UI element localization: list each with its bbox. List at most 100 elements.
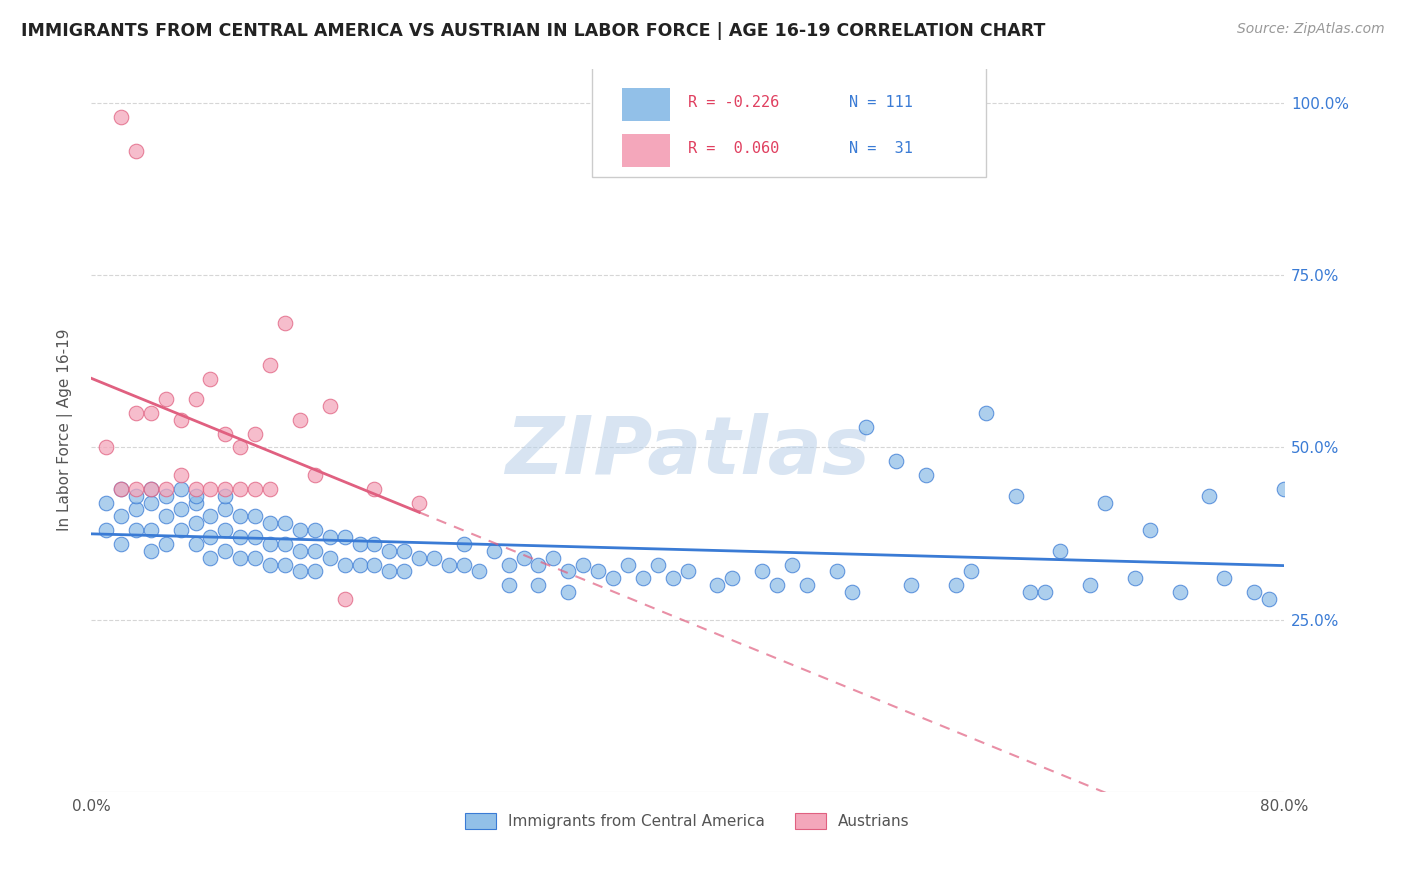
Point [572, 558, 595, 572]
Point [557, 565, 579, 579]
Point [288, 565, 311, 579]
Point [170, 468, 193, 483]
Point [1139, 523, 1161, 537]
Point [184, 495, 207, 509]
Point [527, 558, 550, 572]
Point [453, 537, 475, 551]
Point [184, 489, 207, 503]
Point [1094, 495, 1116, 509]
Text: R =  0.060: R = 0.060 [688, 141, 779, 156]
Text: Source: ZipAtlas.com: Source: ZipAtlas.com [1237, 22, 1385, 37]
Point [1168, 585, 1191, 599]
Point [423, 550, 446, 565]
Point [155, 489, 177, 503]
Point [304, 468, 326, 483]
Text: N = 111: N = 111 [849, 95, 912, 111]
Point [94, 495, 117, 509]
Point [274, 537, 297, 551]
Point [288, 413, 311, 427]
Point [437, 558, 460, 572]
Point [125, 145, 148, 159]
Legend: Immigrants from Central America, Austrians: Immigrants from Central America, Austria… [460, 806, 915, 835]
Point [363, 537, 385, 551]
Point [974, 406, 997, 420]
Point [245, 530, 267, 544]
Point [200, 550, 222, 565]
Point [125, 482, 148, 496]
Point [408, 550, 430, 565]
Point [214, 523, 236, 537]
Point [170, 502, 193, 516]
Point [155, 392, 177, 407]
Point [1033, 585, 1056, 599]
Point [229, 482, 252, 496]
Point [214, 544, 236, 558]
Point [110, 110, 132, 124]
Point [751, 565, 773, 579]
Point [139, 544, 162, 558]
Point [214, 482, 236, 496]
Point [229, 509, 252, 524]
Point [617, 558, 640, 572]
Point [319, 550, 342, 565]
Point [110, 482, 132, 496]
Point [586, 565, 609, 579]
Point [1258, 592, 1281, 607]
Point [125, 523, 148, 537]
Point [468, 565, 491, 579]
Point [319, 530, 342, 544]
Point [482, 544, 505, 558]
Point [110, 537, 132, 551]
Point [333, 530, 356, 544]
Point [200, 509, 222, 524]
Point [139, 495, 162, 509]
Point [125, 406, 148, 420]
Point [214, 426, 236, 441]
Point [259, 482, 281, 496]
Point [721, 571, 744, 585]
Point [1123, 571, 1146, 585]
Point [349, 558, 371, 572]
Point [394, 565, 416, 579]
Point [498, 578, 520, 592]
Point [200, 482, 222, 496]
Point [259, 537, 281, 551]
Point [245, 550, 267, 565]
Point [333, 592, 356, 607]
Point [139, 523, 162, 537]
Point [139, 406, 162, 420]
Point [304, 544, 326, 558]
Point [363, 482, 385, 496]
Point [139, 482, 162, 496]
FancyBboxPatch shape [592, 65, 986, 177]
Point [259, 558, 281, 572]
Point [245, 426, 267, 441]
Point [959, 565, 981, 579]
Point [319, 399, 342, 413]
Point [245, 509, 267, 524]
Point [915, 468, 938, 483]
Point [110, 482, 132, 496]
Point [1019, 585, 1042, 599]
Point [229, 441, 252, 455]
Point [363, 558, 385, 572]
Point [170, 482, 193, 496]
Point [1213, 571, 1236, 585]
Point [94, 441, 117, 455]
Point [200, 530, 222, 544]
Point [378, 544, 401, 558]
Point [304, 565, 326, 579]
Point [945, 578, 967, 592]
Point [200, 371, 222, 385]
Point [900, 578, 922, 592]
Point [139, 482, 162, 496]
Point [94, 523, 117, 537]
Text: ZIPatlas: ZIPatlas [505, 413, 870, 491]
Point [676, 565, 699, 579]
Point [125, 502, 148, 516]
Point [408, 495, 430, 509]
Point [214, 489, 236, 503]
Bar [621, 134, 669, 167]
Point [1078, 578, 1101, 592]
Point [229, 530, 252, 544]
